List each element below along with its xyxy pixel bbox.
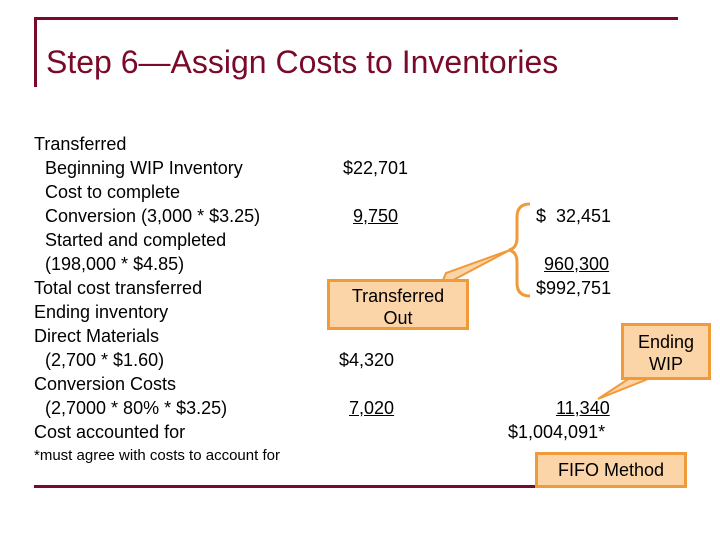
amount-total-transferred: $992,751 [536, 278, 612, 298]
label-started-calc: (198,000 * $4.85) [45, 254, 185, 274]
callout-transferred-out-line1: Transferred [351, 286, 445, 306]
callout-transferred-out-line2: Out [383, 308, 413, 328]
page-title: Step 6—Assign Costs to Inventories [46, 44, 559, 80]
bottom-rule [34, 485, 674, 488]
amount-subtotal: $ 32,451 [536, 206, 612, 226]
label-transferred: Transferred [34, 134, 127, 154]
amount-conversion: 9,750 [353, 206, 399, 226]
label-direct-materials: Direct Materials [34, 326, 160, 346]
callout-ending-wip-line2: WIP [649, 354, 683, 374]
amount-dm: $4,320 [339, 350, 395, 370]
amount-ending-wip: 11,340 [556, 398, 610, 418]
label-cost-to-complete: Cost to complete [45, 182, 181, 202]
callout-ending-wip: Ending WIP [621, 323, 711, 380]
label-dm-calc: (2,700 * $1.60) [45, 350, 165, 370]
label-ending-inventory: Ending inventory [34, 302, 169, 322]
label-conversion-costs: Conversion Costs [34, 374, 177, 394]
amount-total-accounted: $1,004,091* [508, 422, 606, 442]
label-beg-wip: Beginning WIP Inventory [45, 158, 243, 178]
title-rule-top [34, 17, 678, 20]
amount-started: 960,300 [544, 254, 610, 274]
amount-cc: 7,020 [349, 398, 395, 418]
title-rule-left [34, 17, 37, 87]
callout-ending-wip-line1: Ending [637, 332, 695, 352]
label-cost-accounted: Cost accounted for [34, 422, 186, 442]
label-cc-calc: (2,7000 * 80% * $3.25) [45, 398, 228, 418]
label-total-transferred: Total cost transferred [34, 278, 203, 298]
callout-fifo-method: FIFO Method [535, 452, 687, 488]
footnote: *must agree with costs to account for [34, 447, 280, 464]
label-started-completed: Started and completed [45, 230, 227, 250]
label-conversion: Conversion (3,000 * $3.25) [45, 206, 261, 226]
amount-beg-wip: $22,701 [343, 158, 409, 178]
brace-icon [508, 202, 531, 298]
callout-transferred-out: Transferred Out [327, 279, 469, 330]
